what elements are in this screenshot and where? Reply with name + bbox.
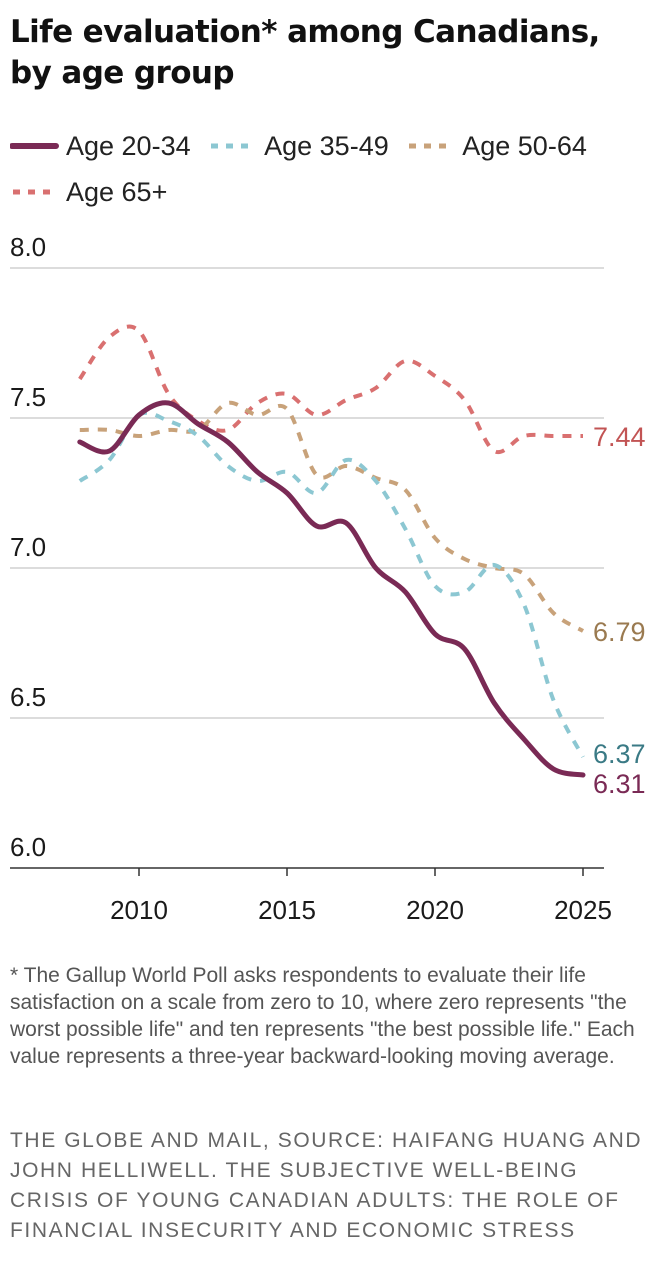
legend-item: Age 65+ <box>10 177 167 207</box>
x-tick-label: 2020 <box>406 895 464 925</box>
y-tick-label: 7.0 <box>10 532 46 562</box>
legend-swatch <box>10 142 59 149</box>
legend-item: Age 35-49 <box>208 131 389 161</box>
series-line-age-65- <box>78 324 583 455</box>
legend-label: Age 20-34 <box>66 131 191 161</box>
series-line-age-35-49 <box>78 410 585 758</box>
series-lines <box>77 324 586 778</box>
line-chart: 6.0 6.5 7.0 7.5 8.0 2010 2015 2020 2025 7.44 6.79… <box>10 232 646 925</box>
end-value-label: 7.44 <box>593 422 646 452</box>
y-tick-label: 7.5 <box>10 382 46 412</box>
y-tick-label: 8.0 <box>10 232 46 262</box>
end-value-label: 6.31 <box>593 769 646 799</box>
end-value-label: 6.37 <box>593 739 646 769</box>
chart-source: THE GLOBE AND MAIL, SOURCE: HAIFANG HUAN… <box>10 1129 643 1242</box>
x-tick-label: 2010 <box>110 895 168 925</box>
legend-item: Age 20-34 <box>10 131 191 161</box>
chart-legend: Age 20-34 Age 35-49 Age 50-64 Age 65+ <box>10 123 610 215</box>
legend-swatch <box>409 143 453 149</box>
chart-footnote: * The Gallup World Poll asks respondents… <box>10 964 635 1068</box>
end-value-label: 6.79 <box>593 617 646 647</box>
end-labels: 7.44 6.79 6.376.31 <box>593 422 646 799</box>
x-tick-label: 2025 <box>554 895 612 925</box>
x-tick-label: 2015 <box>258 895 316 925</box>
legend-label: Age 50-64 <box>462 131 587 161</box>
grid-lines <box>10 267 604 869</box>
series-line-age-20-34 <box>77 400 586 778</box>
legend-item: Age 50-64 <box>406 131 587 161</box>
axis-ticks: 6.0 6.5 7.0 7.5 8.0 2010 2015 2020 2025 <box>10 232 612 925</box>
chart-title: Life evaluation* among Canadians, by age… <box>10 14 600 91</box>
series-line-age-50-64 <box>79 400 585 633</box>
legend-label: Age 65+ <box>66 177 168 207</box>
legend-swatch <box>13 189 56 195</box>
y-tick-label: 6.5 <box>10 682 46 712</box>
y-tick-label: 6.0 <box>10 832 46 862</box>
legend-label: Age 35-49 <box>264 131 389 161</box>
legend-swatch <box>211 143 255 149</box>
